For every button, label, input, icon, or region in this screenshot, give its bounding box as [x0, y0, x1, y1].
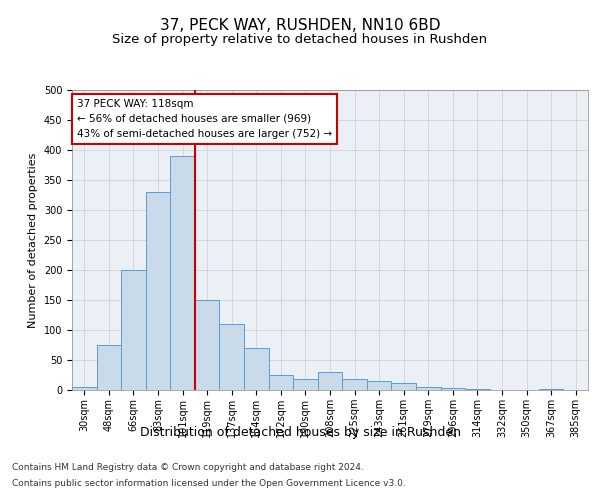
- Bar: [244, 348, 269, 390]
- Text: Distribution of detached houses by size in Rushden: Distribution of detached houses by size …: [139, 426, 461, 439]
- Text: Contains HM Land Registry data © Crown copyright and database right 2024.: Contains HM Land Registry data © Crown c…: [12, 464, 364, 472]
- Y-axis label: Number of detached properties: Number of detached properties: [28, 152, 38, 328]
- Bar: [416, 387, 440, 390]
- Bar: [391, 383, 416, 390]
- Bar: [293, 379, 318, 390]
- Bar: [342, 379, 367, 390]
- Bar: [72, 387, 97, 390]
- Bar: [121, 270, 146, 390]
- Text: Contains public sector information licensed under the Open Government Licence v3: Contains public sector information licen…: [12, 478, 406, 488]
- Bar: [440, 388, 465, 390]
- Text: 37 PECK WAY: 118sqm
← 56% of detached houses are smaller (969)
43% of semi-detac: 37 PECK WAY: 118sqm ← 56% of detached ho…: [77, 99, 332, 138]
- Bar: [97, 345, 121, 390]
- Bar: [220, 324, 244, 390]
- Text: 37, PECK WAY, RUSHDEN, NN10 6BD: 37, PECK WAY, RUSHDEN, NN10 6BD: [160, 18, 440, 32]
- Bar: [170, 156, 195, 390]
- Text: Size of property relative to detached houses in Rushden: Size of property relative to detached ho…: [112, 32, 488, 46]
- Bar: [269, 375, 293, 390]
- Bar: [318, 372, 342, 390]
- Bar: [367, 381, 391, 390]
- Bar: [195, 300, 220, 390]
- Bar: [146, 192, 170, 390]
